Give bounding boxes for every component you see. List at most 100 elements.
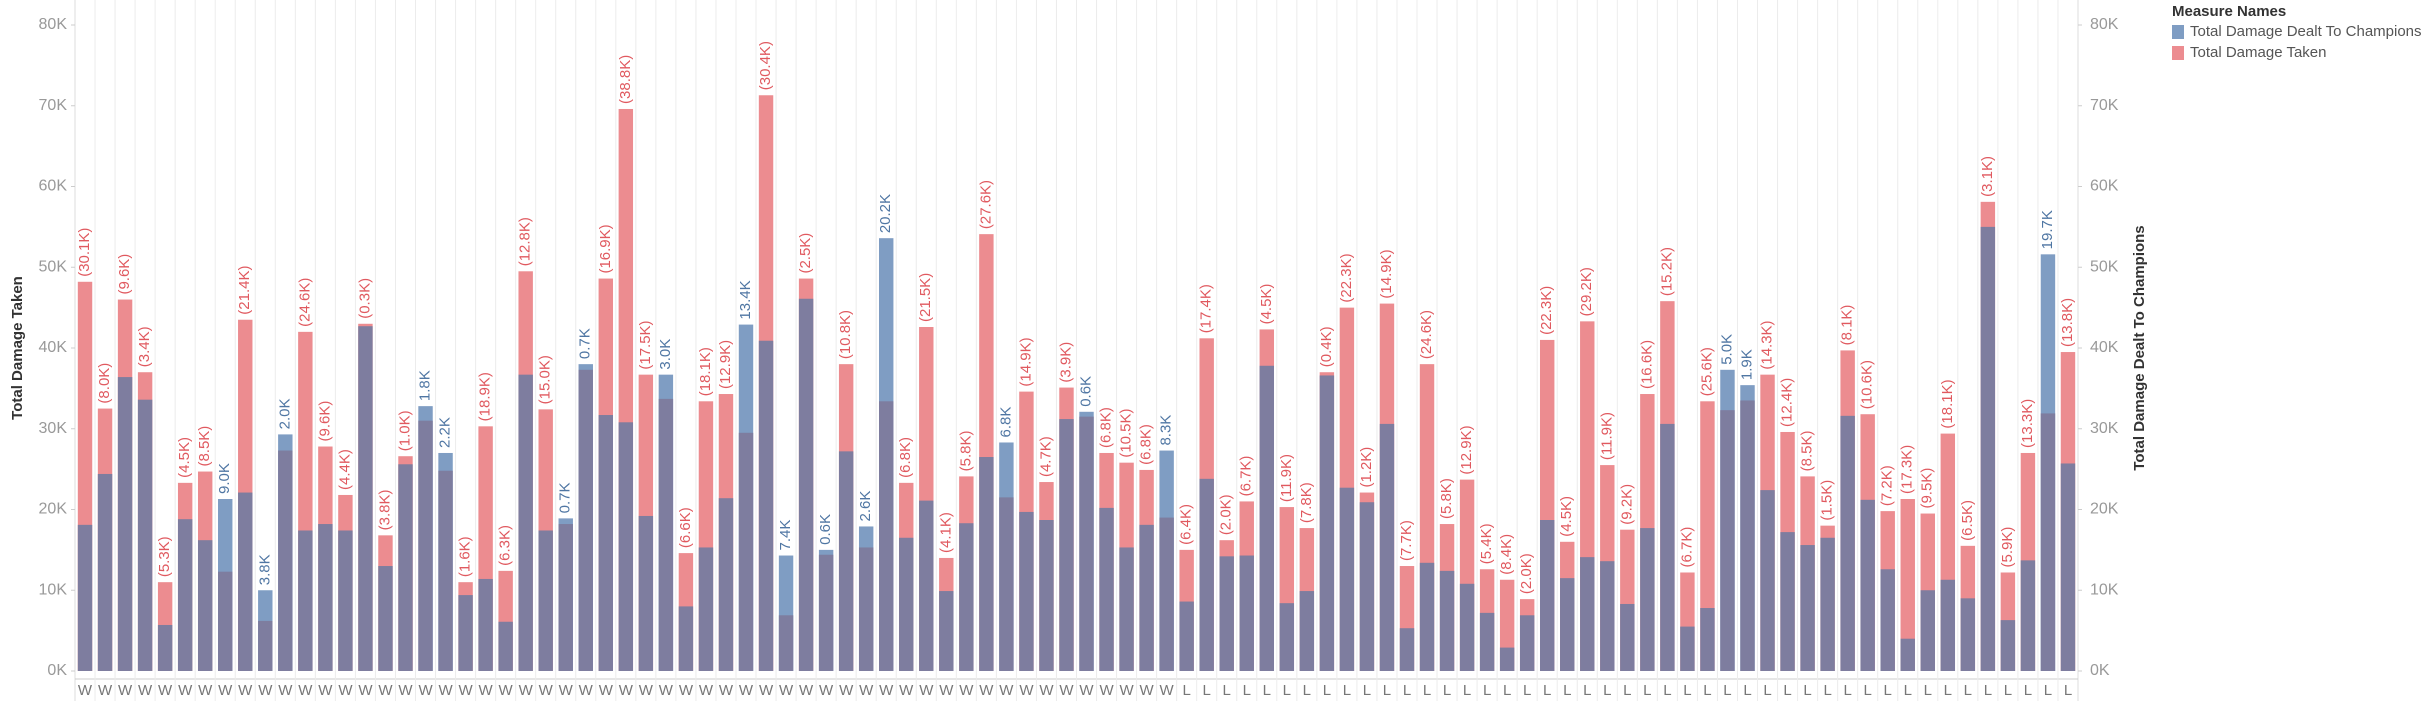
x-tick-label: W — [418, 682, 433, 699]
bar-label: (1.6K) — [457, 536, 474, 577]
bar-label: 2.2K — [437, 417, 454, 448]
x-tick-label: L — [2024, 682, 2032, 699]
legend-title: Measure Names — [2172, 3, 2286, 20]
x-tick-label: W — [118, 682, 133, 699]
bar-label: (10.6K) — [1859, 360, 1876, 409]
bar-label: (5.9K) — [1999, 527, 2016, 568]
bar — [338, 530, 353, 671]
x-tick-label: W — [839, 682, 854, 699]
x-tick-label: W — [619, 682, 634, 699]
x-tick-label: W — [919, 682, 934, 699]
bar-label: (3.1K) — [1979, 156, 1996, 197]
bar — [1379, 423, 1395, 671]
bar — [1720, 410, 1735, 671]
bar — [1159, 517, 1174, 671]
bar-label: 20.2K — [877, 194, 894, 233]
bar-label: (14.3K) — [1759, 320, 1776, 369]
x-tick-label: W — [1019, 682, 1034, 699]
x-tick-label: L — [1763, 682, 1771, 699]
x-tick-label: L — [1623, 682, 1631, 699]
bar-label: (21.5K) — [917, 273, 934, 322]
bar — [97, 473, 113, 671]
bar-label: (18.1K) — [697, 347, 714, 396]
bar — [538, 530, 553, 671]
bar-label: 2.0K — [276, 399, 293, 430]
bar-label: (4.7K) — [1037, 436, 1054, 477]
bar — [1900, 638, 1915, 671]
x-tick-label: W — [859, 682, 874, 699]
bar-label: (7.2K) — [1879, 465, 1896, 506]
x-tick-label: W — [699, 682, 714, 699]
x-tick-label: W — [719, 682, 734, 699]
bar-label: (10.5K) — [1118, 408, 1135, 457]
bar — [177, 519, 193, 671]
y-tick-label: 40K — [39, 339, 68, 356]
x-tick-label: W — [499, 682, 514, 699]
y2-axis-title: Total Damage Dealt To Champions — [2131, 225, 2148, 470]
bar — [1620, 603, 1635, 671]
bar-label: (24.6K) — [1418, 310, 1435, 359]
bar — [1119, 547, 1134, 671]
bar — [879, 401, 894, 671]
x-tick-label: W — [1119, 682, 1134, 699]
legend-swatch — [2172, 46, 2184, 60]
x-tick-label: W — [539, 682, 554, 699]
bar — [838, 451, 854, 671]
bar-label: (14.9K) — [1378, 249, 1395, 298]
bar — [1640, 528, 1655, 671]
bar-label: (5.8K) — [957, 431, 974, 472]
bar-label: 0.6K — [1077, 376, 1094, 407]
bar — [1279, 603, 1295, 671]
x-tick-label: L — [1823, 682, 1831, 699]
bar-label: (12.4K) — [1779, 378, 1796, 427]
bar-label: (30.1K) — [76, 228, 93, 277]
bar — [117, 377, 133, 671]
bar-label: (17.3K) — [1899, 445, 1916, 494]
bar-label: (24.6K) — [296, 278, 313, 327]
bar-label: 0.6K — [817, 514, 834, 545]
x-tick-label: L — [1423, 682, 1431, 699]
bar-label: (4.5K) — [1558, 496, 1575, 537]
bar-label: (5.8K) — [1438, 478, 1455, 519]
bar — [1079, 416, 1094, 671]
bar-label: (21.4K) — [236, 266, 253, 315]
bar-label: (0.4K) — [1318, 326, 1335, 367]
bar-label: (12.9K) — [717, 340, 734, 389]
bar-label: (5.4K) — [1478, 523, 1495, 564]
bar-label: (6.5K) — [1959, 500, 1976, 541]
bar-label: 7.4K — [777, 520, 794, 551]
y2-tick-label: 40K — [2090, 339, 2119, 356]
y2-tick-label: 60K — [2090, 178, 2119, 195]
bar — [1900, 499, 1915, 671]
bar-label: (7.7K) — [1398, 520, 1415, 561]
x-tick-label: W — [979, 682, 994, 699]
y-tick-label: 80K — [39, 16, 68, 33]
x-tick-label: L — [1463, 682, 1471, 699]
bar-label: (2.0K) — [1518, 553, 1535, 594]
bar-label: 8.3K — [1158, 415, 1175, 446]
x-tick-label: W — [1140, 682, 1155, 699]
bar-label: (6.4K) — [1178, 504, 1195, 545]
bar-label: 3.8K — [256, 554, 273, 585]
bar — [1960, 598, 1976, 671]
x-tick-label: L — [1443, 682, 1451, 699]
bar — [1359, 502, 1375, 671]
bar — [1940, 579, 1956, 671]
bar — [1219, 556, 1234, 671]
bar — [939, 591, 954, 671]
bar-label: (4.5K) — [1258, 284, 1275, 325]
bar — [1700, 608, 1715, 671]
x-tick-label: W — [278, 682, 293, 699]
x-tick-label: W — [679, 682, 694, 699]
x-tick-label: L — [1864, 682, 1872, 699]
bar — [298, 530, 313, 671]
bar-label: (1.0K) — [396, 410, 413, 451]
bar — [1179, 601, 1194, 671]
x-tick-label: L — [1203, 682, 1211, 699]
y-tick-label: 10K — [39, 581, 68, 598]
bar — [157, 624, 173, 671]
bar — [1700, 401, 1715, 671]
x-tick-label: L — [1403, 682, 1411, 699]
bar-label: (3.8K) — [376, 489, 393, 530]
bar — [438, 470, 453, 671]
